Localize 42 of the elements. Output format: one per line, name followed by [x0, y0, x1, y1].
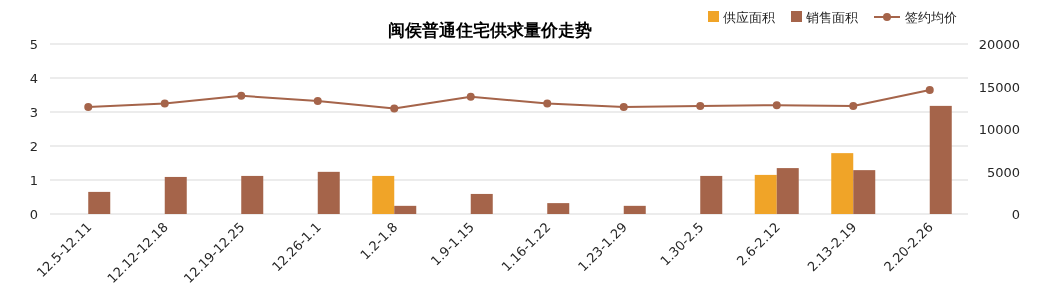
point [313, 96, 322, 105]
y2-tick-label: 20000 [978, 37, 1020, 52]
chart-title: 闽侯普通住宅供求量价走势 [388, 20, 592, 40]
point [237, 91, 246, 100]
point [849, 102, 858, 111]
point [772, 101, 781, 110]
bar [547, 203, 570, 214]
point [696, 102, 705, 111]
bar [623, 205, 646, 214]
bar [241, 175, 264, 214]
legend-label: 签约均价 [905, 10, 957, 25]
bar [88, 191, 111, 214]
bar [776, 168, 799, 214]
point [619, 102, 628, 111]
y-tick-label: 0 [29, 207, 38, 222]
bar [394, 205, 417, 214]
y2-tick-label: 10000 [978, 122, 1020, 137]
y-tick-label: 4 [29, 71, 38, 86]
point [925, 85, 934, 94]
bar [853, 170, 876, 214]
y-tick-label: 5 [29, 37, 38, 52]
legend-label: 供应面积 [723, 10, 775, 25]
bar [317, 171, 340, 214]
y-tick-label: 1 [29, 173, 38, 188]
legend-label: 销售面积 [805, 10, 858, 25]
y2-tick-label: 0 [1011, 207, 1020, 222]
bar [831, 153, 854, 214]
point [466, 92, 475, 101]
y2-tick-label: 15000 [978, 79, 1020, 95]
bar [754, 174, 777, 214]
bar [929, 105, 952, 214]
bar [700, 175, 723, 214]
point [84, 102, 93, 111]
y-tick-label: 3 [29, 105, 38, 120]
bar [372, 175, 395, 214]
point [543, 99, 552, 108]
point [390, 104, 399, 113]
bar [470, 193, 493, 214]
bar [164, 176, 187, 214]
point [160, 99, 169, 108]
y-tick-label: 2 [29, 139, 38, 154]
y2-tick-label: 5000 [986, 164, 1020, 180]
